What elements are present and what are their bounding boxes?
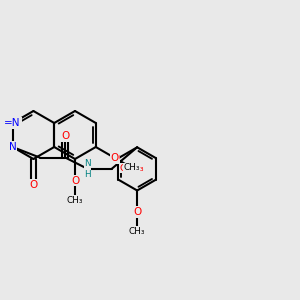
Text: =N: =N <box>4 118 21 128</box>
Text: O: O <box>133 207 141 217</box>
Text: OCH₃: OCH₃ <box>120 164 145 172</box>
Text: N: N <box>9 142 16 152</box>
Text: O: O <box>71 176 79 186</box>
Text: O: O <box>111 153 119 163</box>
Text: O: O <box>61 131 69 141</box>
Text: O: O <box>29 179 38 190</box>
Text: O: O <box>110 153 118 163</box>
Text: CH₃: CH₃ <box>67 196 83 205</box>
Text: CH₃: CH₃ <box>123 163 140 172</box>
Text: N
H: N H <box>84 159 91 178</box>
Text: CH₃: CH₃ <box>129 226 146 236</box>
